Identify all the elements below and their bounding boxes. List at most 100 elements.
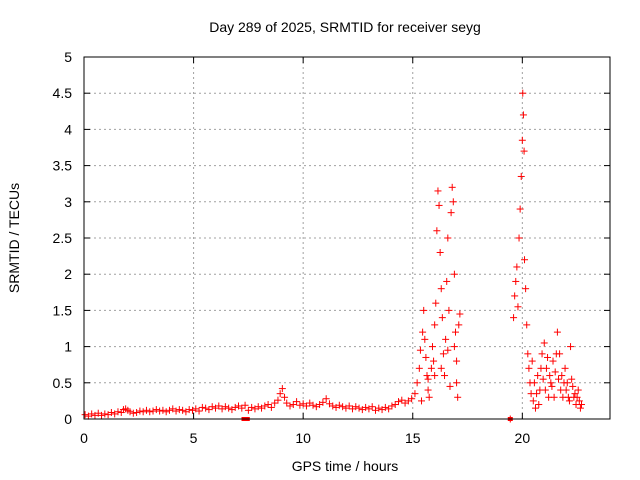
data-point — [195, 407, 203, 415]
data-point — [156, 407, 164, 415]
data-point — [454, 393, 462, 401]
data-point — [322, 395, 330, 403]
data-point — [185, 406, 193, 414]
y-tick-label: 1.5 — [53, 302, 73, 318]
data-point — [424, 375, 432, 383]
data-point — [264, 401, 272, 409]
data-point — [515, 234, 523, 242]
data-point — [443, 277, 451, 285]
data-point — [352, 403, 360, 411]
data-point — [438, 314, 446, 322]
data-point — [567, 343, 575, 351]
data-point — [419, 328, 427, 336]
data-point — [434, 187, 442, 195]
data-point — [539, 375, 547, 383]
data-point — [528, 357, 536, 365]
data-point — [535, 401, 543, 409]
data-point — [453, 379, 461, 387]
data-point — [442, 335, 450, 343]
data-point — [517, 172, 525, 180]
data-point — [431, 321, 439, 329]
data-point — [512, 277, 520, 285]
data-point — [422, 353, 430, 361]
data-point — [408, 395, 416, 403]
data-point — [538, 350, 546, 358]
data-point — [537, 364, 545, 372]
data-point — [136, 407, 144, 415]
data-point — [142, 406, 150, 414]
data-point — [152, 406, 160, 414]
data-point — [241, 401, 249, 409]
data-point — [444, 234, 452, 242]
data-point — [511, 292, 519, 300]
data-point — [441, 372, 449, 380]
data-point — [437, 285, 445, 293]
data-point — [381, 403, 389, 411]
data-point — [529, 397, 537, 405]
data-point — [449, 198, 457, 206]
data-point — [563, 379, 571, 387]
data-point — [549, 357, 557, 365]
data-point — [98, 411, 106, 419]
data-point — [557, 386, 565, 394]
data-point — [286, 402, 294, 410]
axis-ticks: 0 0.5 1 1.5 2 2.5 3 3.5 4 4.5 5 0 5 10 15 20 — [53, 49, 610, 446]
data-point — [523, 321, 531, 329]
data-point — [172, 407, 180, 415]
data-point — [572, 401, 580, 409]
data-point — [516, 205, 524, 213]
data-point — [525, 364, 533, 372]
chart-title: Day 289 of 2025, SRMTID for receiver sey… — [209, 19, 481, 35]
data-point — [375, 404, 383, 412]
data-point — [524, 350, 532, 358]
data-point — [159, 406, 167, 414]
y-tick-label: 5 — [64, 49, 72, 65]
data-point — [198, 403, 206, 411]
data-point — [448, 183, 456, 191]
plot-frame — [83, 56, 611, 420]
data-point — [450, 343, 458, 351]
data-point — [362, 403, 370, 411]
data-point — [107, 408, 115, 416]
data-point — [519, 111, 527, 119]
data-point — [215, 402, 223, 410]
data-point — [238, 404, 246, 412]
data-point — [558, 372, 566, 380]
data-point — [456, 310, 464, 318]
data-point — [221, 403, 229, 411]
y-tick-label: 0.5 — [53, 375, 73, 391]
data-point — [395, 398, 403, 406]
data-point — [129, 409, 137, 417]
data-point — [541, 386, 549, 394]
y-tick-label: 0 — [64, 411, 72, 427]
data-point — [534, 372, 542, 380]
data-point — [225, 404, 233, 412]
data-point — [522, 285, 530, 293]
data-point — [205, 406, 213, 414]
y-tick-label: 4 — [64, 121, 72, 137]
data-point — [551, 368, 559, 376]
data-point — [281, 393, 289, 401]
data-point — [554, 375, 562, 383]
data-point — [278, 385, 286, 393]
data-point — [427, 364, 435, 372]
data-point — [413, 379, 421, 387]
data-point — [319, 398, 327, 406]
y-tick-label: 3 — [64, 194, 72, 210]
data-points — [81, 89, 586, 423]
data-point — [411, 390, 419, 398]
data-point — [510, 314, 518, 322]
data-point — [569, 382, 577, 390]
data-point — [552, 350, 560, 358]
data-point — [521, 256, 529, 264]
data-point — [274, 396, 282, 404]
y-axis-label: SRMTID / TECUs — [6, 183, 22, 293]
x-tick-label: 10 — [295, 430, 311, 446]
x-tick-label: 15 — [405, 430, 421, 446]
data-point — [276, 390, 284, 398]
data-point — [540, 339, 548, 347]
data-point — [165, 406, 173, 414]
grid — [84, 57, 610, 419]
data-point — [149, 407, 157, 415]
